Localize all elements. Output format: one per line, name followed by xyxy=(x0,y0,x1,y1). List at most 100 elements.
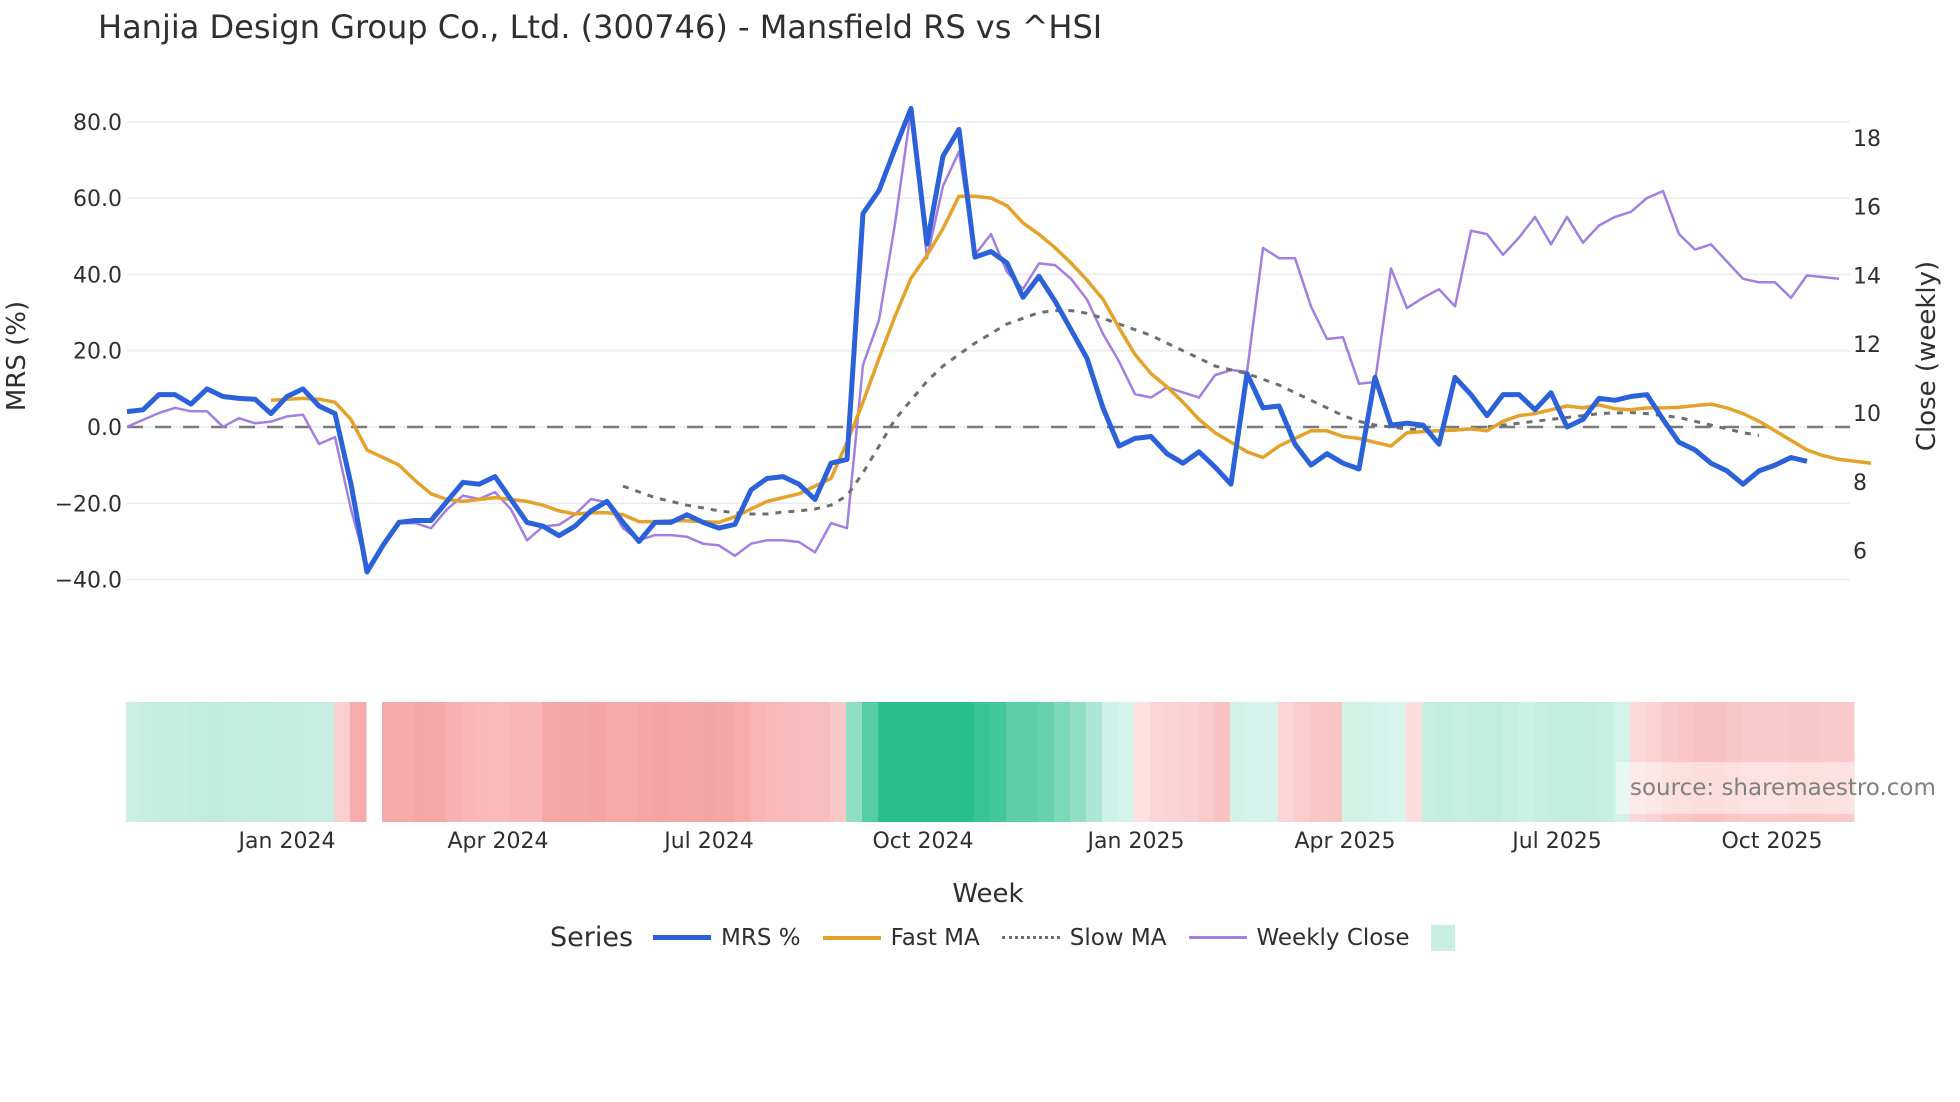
heat-cell xyxy=(1150,702,1167,822)
mrs-line-swatch-icon xyxy=(653,935,712,940)
heat-cell xyxy=(638,702,655,822)
heat-cell xyxy=(1390,702,1407,822)
x-axis-ticks: Jan 2024 Apr 2024 Jul 2024 Oct 2024 Jan 2025… xyxy=(237,829,1823,854)
heat-cell xyxy=(286,702,303,822)
heat-cell xyxy=(1822,702,1839,822)
heat-cell xyxy=(670,702,687,822)
heat-cell xyxy=(1230,702,1247,822)
heat-cell xyxy=(894,702,911,822)
heat-cell xyxy=(206,702,223,822)
heat-cell xyxy=(878,702,895,822)
heat-cell xyxy=(1534,702,1551,822)
heat-cell xyxy=(1518,702,1535,822)
heat-cell xyxy=(542,702,559,822)
legend-item-regime[interactable] xyxy=(1431,924,1456,951)
heat-cell xyxy=(1662,702,1679,822)
fast-maline xyxy=(270,194,1872,525)
x-tick-label: Jan 2025 xyxy=(1086,829,1185,854)
heat-cell xyxy=(510,702,527,822)
heat-cell xyxy=(1262,702,1279,822)
right-tick-label: 16 xyxy=(1853,196,1881,221)
legend: Series MRS % Fast MA Slow MA Weekly Clos… xyxy=(550,922,1477,953)
heat-cell xyxy=(318,702,335,822)
heat-cell xyxy=(254,702,271,822)
heat-cell xyxy=(1806,702,1823,822)
heat-cell xyxy=(222,702,239,822)
heat-cell xyxy=(478,702,495,822)
heat-cell xyxy=(942,702,959,822)
heat-cell xyxy=(238,702,255,822)
heat-cell xyxy=(686,702,703,822)
heat-cell xyxy=(1454,702,1471,822)
heat-cell xyxy=(1006,702,1023,822)
heat-cell xyxy=(1342,702,1359,822)
right-tick-label: 18 xyxy=(1853,127,1881,152)
heat-cell xyxy=(398,702,415,822)
heat-cell xyxy=(1182,702,1199,822)
left-tick-label: −20.0 xyxy=(55,492,122,517)
right-axis-ticks: 18 16 14 12 10 8 6 xyxy=(1853,127,1881,565)
heat-cell xyxy=(750,702,767,822)
heat-cell xyxy=(1054,702,1071,822)
heat-cell xyxy=(1198,702,1215,822)
heat-cell xyxy=(958,702,975,822)
heat-cell xyxy=(574,702,591,822)
heat-cell xyxy=(302,702,319,822)
heat-cell xyxy=(1422,702,1439,822)
fast-ma-line-swatch-icon xyxy=(822,935,881,940)
heat-cell xyxy=(334,702,351,822)
slow-maline xyxy=(622,309,1760,516)
heat-cell xyxy=(1582,702,1599,822)
heat-cell xyxy=(1294,702,1311,822)
x-tick-label: Apr 2025 xyxy=(1294,829,1395,854)
heat-cell xyxy=(1038,702,1055,822)
x-tick-label: Jul 2024 xyxy=(662,829,754,854)
heat-cell xyxy=(1630,702,1647,822)
gridlines xyxy=(127,121,1850,581)
heat-cell xyxy=(702,702,719,822)
heat-cell xyxy=(158,702,175,822)
left-tick-label: 80.0 xyxy=(73,111,122,136)
heat-cell xyxy=(1742,702,1759,822)
left-axis-title: MRS (%) xyxy=(2,301,32,411)
heat-cell xyxy=(350,702,367,822)
legend-item-weekly-close[interactable]: Weekly Close xyxy=(1188,925,1409,951)
heat-cell xyxy=(1726,702,1743,822)
heat-cell xyxy=(1646,702,1663,822)
heat-cell xyxy=(1598,702,1615,822)
x-tick-label: Oct 2025 xyxy=(1721,829,1822,854)
heat-cell xyxy=(1278,702,1295,822)
heat-cell xyxy=(1758,702,1775,822)
heat-cell xyxy=(1310,702,1327,822)
right-tick-label: 14 xyxy=(1853,264,1881,289)
heat-cell xyxy=(142,702,159,822)
left-tick-label: 20.0 xyxy=(73,340,122,365)
heat-cell xyxy=(1790,702,1807,822)
heat-cell xyxy=(1070,702,1087,822)
source-watermark: source: sharemaestro.com xyxy=(1616,762,1956,814)
x-axis-title: Week xyxy=(952,879,1023,909)
heat-cell xyxy=(462,702,479,822)
heat-cell xyxy=(862,702,879,822)
left-tick-label: −40.0 xyxy=(55,569,122,594)
heat-cell xyxy=(1838,702,1855,822)
legend-item-slow-ma[interactable]: Slow MA xyxy=(1001,925,1167,951)
heat-cell xyxy=(1022,702,1039,822)
heat-cell xyxy=(654,702,671,822)
left-tick-label: 60.0 xyxy=(73,187,122,212)
heat-cell xyxy=(622,702,639,822)
heat-cell xyxy=(798,702,815,822)
right-axis-title: Close (weekly) xyxy=(1912,261,1942,451)
heat-cell xyxy=(1710,702,1727,822)
regime-box-swatch-icon xyxy=(1431,924,1456,951)
heat-cell xyxy=(990,702,1007,822)
legend-item-fast-ma[interactable]: Fast MA xyxy=(822,925,980,951)
heat-cell xyxy=(846,702,863,822)
left-tick-label: 40.0 xyxy=(73,263,122,288)
legend-title: Series xyxy=(550,922,634,953)
heat-cell xyxy=(1102,702,1119,822)
heat-cell xyxy=(1118,702,1135,822)
legend-item-mrs[interactable]: MRS % xyxy=(653,925,801,951)
heat-cell xyxy=(814,702,831,822)
